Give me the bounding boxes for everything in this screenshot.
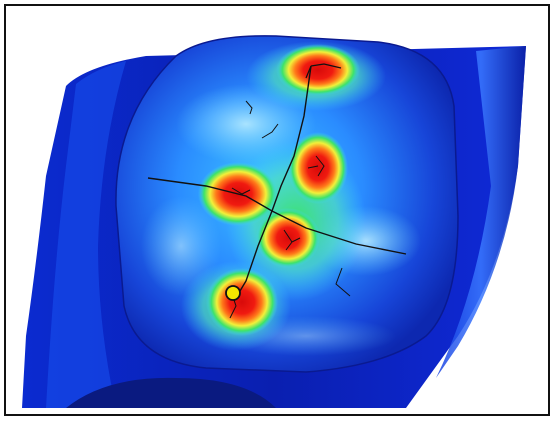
base-shadow bbox=[66, 377, 276, 408]
contact-marks bbox=[229, 100, 351, 319]
fissure-horizontal bbox=[147, 177, 407, 255]
hotspot-bottom bbox=[206, 268, 278, 336]
tooth-left-band bbox=[46, 61, 126, 408]
hotspot-top bbox=[276, 44, 360, 96]
hotspot-center bbox=[256, 208, 320, 268]
figure-frame bbox=[4, 4, 550, 416]
fea-stress-render bbox=[6, 6, 548, 414]
load-point-marker bbox=[225, 285, 241, 301]
shine-3 bbox=[141, 196, 221, 296]
fissure-top bbox=[305, 63, 342, 79]
tooth-right-bevel bbox=[436, 46, 526, 378]
hotspot-upper-right bbox=[288, 132, 348, 204]
fissure-vertical bbox=[233, 65, 312, 302]
